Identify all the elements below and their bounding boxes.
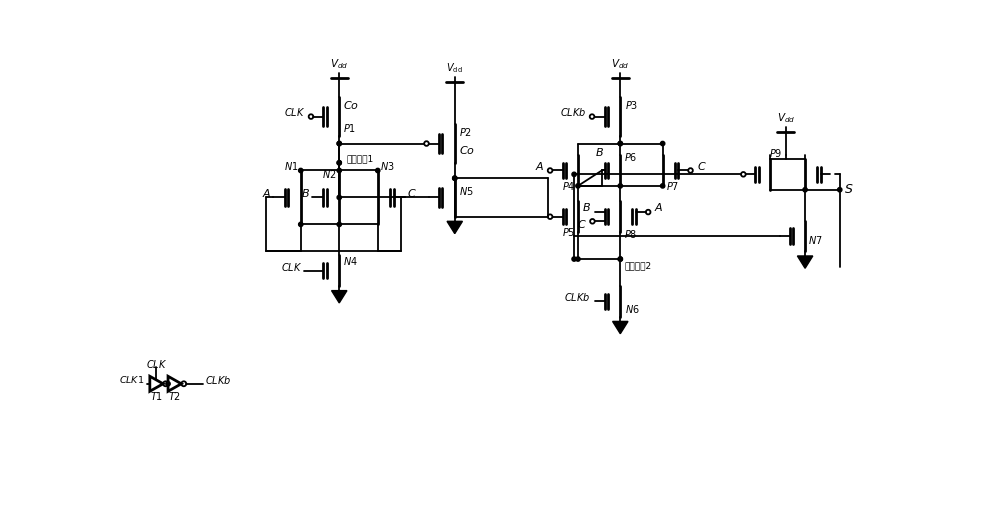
Text: $CLKb$: $CLKb$ xyxy=(560,106,587,118)
Text: $Co$: $Co$ xyxy=(343,99,360,111)
Circle shape xyxy=(618,257,622,261)
Text: $CLK$: $CLK$ xyxy=(284,106,306,118)
Text: $P4$: $P4$ xyxy=(562,180,576,192)
Text: $Co$: $Co$ xyxy=(459,143,475,156)
Text: $N2$: $N2$ xyxy=(322,168,336,180)
Circle shape xyxy=(166,382,170,386)
Circle shape xyxy=(618,184,622,188)
Circle shape xyxy=(572,172,576,176)
Text: $A$: $A$ xyxy=(262,187,272,199)
Text: $C$: $C$ xyxy=(577,218,586,230)
Text: $V_{dd}$: $V_{dd}$ xyxy=(777,111,795,125)
Text: $CLK1$: $CLK1$ xyxy=(119,374,144,385)
Text: $N5$: $N5$ xyxy=(459,185,474,197)
Text: $CLKb$: $CLKb$ xyxy=(205,374,231,386)
Circle shape xyxy=(618,141,622,146)
Circle shape xyxy=(453,176,457,181)
Polygon shape xyxy=(797,256,813,268)
Circle shape xyxy=(453,176,457,181)
Circle shape xyxy=(838,188,842,192)
Text: $N4$: $N4$ xyxy=(343,255,358,267)
Text: $B$: $B$ xyxy=(582,201,591,214)
Text: $S$: $S$ xyxy=(844,183,853,196)
Text: $P1$: $P1$ xyxy=(343,122,357,134)
Text: $P9$: $P9$ xyxy=(769,147,782,159)
Circle shape xyxy=(660,141,665,146)
Circle shape xyxy=(618,141,622,146)
Text: $P6$: $P6$ xyxy=(624,151,638,163)
Text: $V_{dd}$: $V_{dd}$ xyxy=(330,57,348,71)
Text: $C$: $C$ xyxy=(407,187,416,199)
Circle shape xyxy=(337,141,341,146)
Text: $C$: $C$ xyxy=(697,160,706,172)
Text: $N3$: $N3$ xyxy=(380,160,395,172)
Text: $N7$: $N7$ xyxy=(808,234,823,246)
Circle shape xyxy=(618,257,622,261)
Circle shape xyxy=(337,222,341,227)
Text: 动态节点2: 动态节点2 xyxy=(624,262,651,270)
Text: $P2$: $P2$ xyxy=(459,126,472,138)
Text: $A$: $A$ xyxy=(654,201,664,214)
Circle shape xyxy=(576,184,580,188)
Text: $T1$: $T1$ xyxy=(150,390,163,402)
Circle shape xyxy=(376,168,380,173)
Text: $CLK$: $CLK$ xyxy=(146,358,167,370)
Text: $N1$: $N1$ xyxy=(284,160,298,172)
Text: $V_{dd}$: $V_{dd}$ xyxy=(611,57,629,71)
Circle shape xyxy=(337,168,341,173)
Polygon shape xyxy=(447,221,462,234)
Text: 动态节点1: 动态节点1 xyxy=(347,154,374,163)
Circle shape xyxy=(299,168,303,173)
Text: $T2$: $T2$ xyxy=(168,390,181,402)
Circle shape xyxy=(572,257,576,261)
Text: $P7$: $P7$ xyxy=(666,180,679,192)
Circle shape xyxy=(337,160,341,165)
Polygon shape xyxy=(613,321,628,334)
Text: $CLKb$: $CLKb$ xyxy=(564,291,591,303)
Text: $B$: $B$ xyxy=(595,146,604,158)
Text: $N6$: $N6$ xyxy=(625,303,639,315)
Circle shape xyxy=(576,257,580,261)
Text: $CLK$: $CLK$ xyxy=(281,261,303,273)
Circle shape xyxy=(337,160,341,165)
Text: $B$: $B$ xyxy=(301,187,310,199)
Circle shape xyxy=(337,195,341,200)
Text: $P3$: $P3$ xyxy=(625,99,638,111)
Text: $V_{\rm dd}$: $V_{\rm dd}$ xyxy=(446,61,463,75)
Circle shape xyxy=(660,184,665,188)
Text: $P8$: $P8$ xyxy=(624,228,638,239)
Text: $A$: $A$ xyxy=(535,160,545,172)
Circle shape xyxy=(299,222,303,227)
Polygon shape xyxy=(332,291,347,303)
Text: $P5$: $P5$ xyxy=(562,226,576,238)
Circle shape xyxy=(337,141,341,146)
Circle shape xyxy=(803,188,807,192)
